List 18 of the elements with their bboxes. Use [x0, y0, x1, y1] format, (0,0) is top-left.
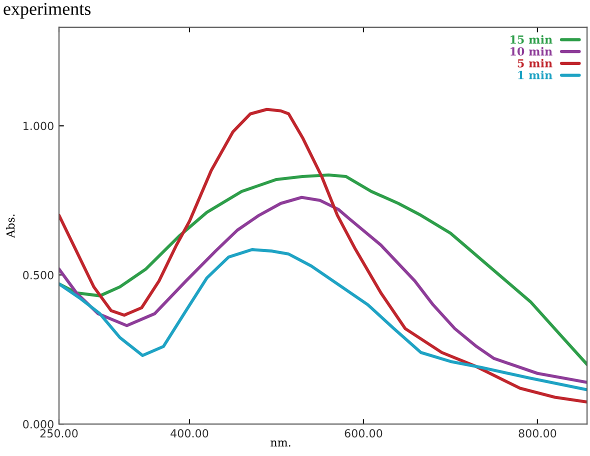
legend-label: 10 min — [510, 47, 552, 56]
x-tick-label: 600.00 — [344, 429, 382, 438]
legend-label: 15 min — [510, 35, 552, 44]
text: experiments — [4, 2, 91, 19]
y-tick-label: 0.000 — [23, 420, 54, 428]
line-series — [59, 248, 588, 392]
y-axis-title: Abs. — [6, 214, 15, 238]
line-series — [59, 108, 588, 404]
x-axis-title: nm. — [270, 440, 290, 447]
line-series — [59, 173, 588, 366]
x-tick-label: 400.00 — [170, 429, 208, 438]
legend-label: 5 min — [518, 58, 552, 68]
y-tick-label: 0.500 — [23, 270, 54, 280]
x-tick-label: 800.00 — [518, 429, 556, 438]
x-tick-label: 250.00 — [40, 429, 78, 438]
line-series — [59, 196, 588, 384]
y-tick-label: 1.000 — [24, 122, 54, 130]
legend-label: 1 min — [518, 70, 552, 80]
